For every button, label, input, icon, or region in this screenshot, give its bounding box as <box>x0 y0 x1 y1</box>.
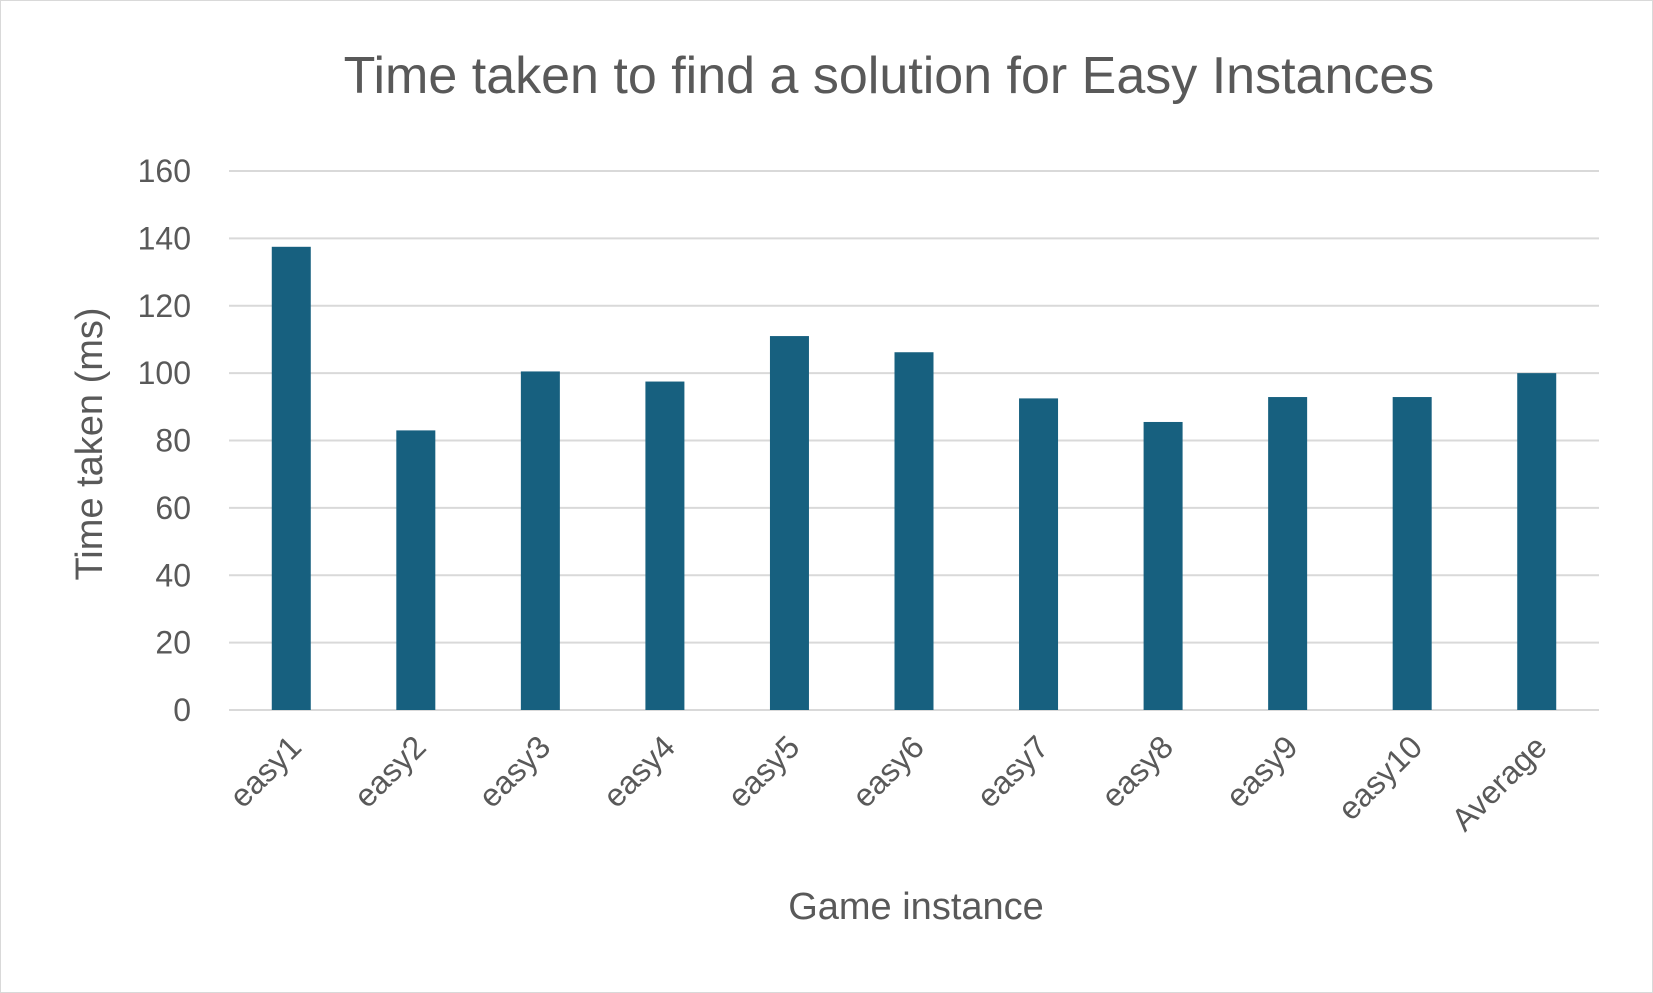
y-tick-label: 40 <box>155 557 191 593</box>
x-tick-label: Average <box>1444 728 1553 837</box>
bar-easy3 <box>520 371 560 710</box>
y-tick-label: 80 <box>155 423 191 459</box>
x-tick-label: easy4 <box>596 728 682 814</box>
bar-easy9 <box>1268 397 1308 710</box>
chart-title: Time taken to find a solution for Easy I… <box>344 47 1435 105</box>
bar-average <box>1517 373 1557 710</box>
y-axis-ticks: 0 20 40 60 80 100 120 140 160 <box>138 153 191 728</box>
x-axis-title: Game instance <box>788 886 1044 928</box>
y-tick-label: 0 <box>173 692 191 728</box>
bar-easy10 <box>1392 397 1432 710</box>
bar-easy1 <box>271 246 311 710</box>
y-axis-title: Time taken (ms) <box>69 307 111 580</box>
x-tick-label: easy1 <box>222 728 308 814</box>
x-axis-ticks: easy1 easy2 easy3 easy4 easy5 easy6 easy7 easy8… <box>222 728 1553 837</box>
bar-easy4 <box>645 381 685 710</box>
x-tick-label: easy6 <box>845 728 931 814</box>
y-tick-label: 60 <box>155 490 191 526</box>
bars <box>271 246 1557 710</box>
x-tick-label: easy5 <box>721 728 807 814</box>
x-tick-label: easy7 <box>970 728 1056 814</box>
y-tick-label: 140 <box>138 220 191 256</box>
y-tick-label: 20 <box>155 625 191 661</box>
y-tick-label: 160 <box>138 153 191 189</box>
y-tick-label: 100 <box>138 355 191 391</box>
bar-easy2 <box>396 430 436 710</box>
bar-easy6 <box>894 352 934 710</box>
x-tick-label: easy8 <box>1094 728 1180 814</box>
bar-easy7 <box>1019 398 1059 710</box>
x-tick-label: easy10 <box>1331 728 1429 826</box>
bar-easy8 <box>1143 421 1183 710</box>
x-tick-label: easy3 <box>471 728 557 814</box>
x-tick-label: easy9 <box>1219 728 1305 814</box>
bar-easy5 <box>769 336 809 710</box>
x-tick-label: easy2 <box>347 728 433 814</box>
y-tick-label: 120 <box>138 288 191 324</box>
